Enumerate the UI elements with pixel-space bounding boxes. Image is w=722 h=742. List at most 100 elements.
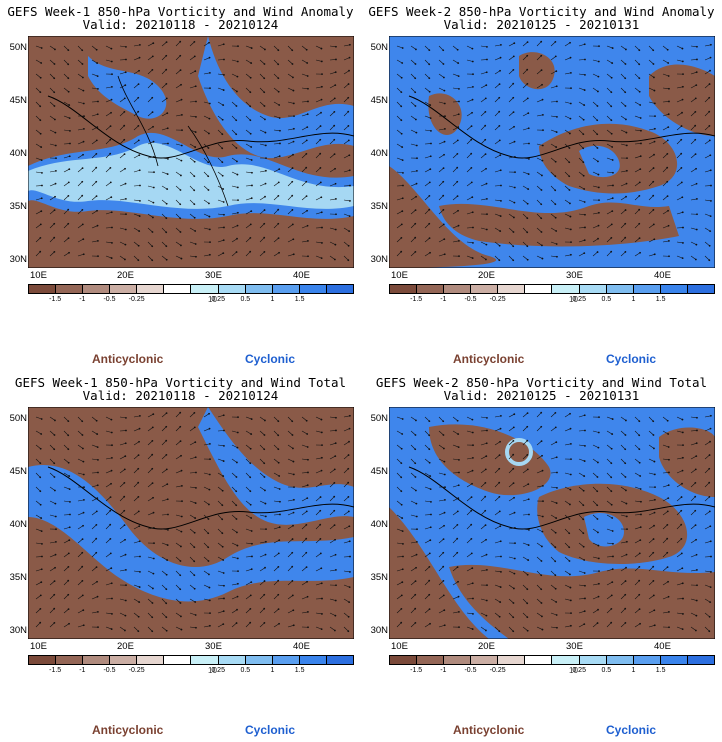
colorbar-label: 1 — [270, 667, 275, 674]
lon-label: 30E — [566, 641, 583, 652]
colorbar-label: 0.25 — [211, 296, 225, 303]
colorbar-swatch — [191, 656, 219, 664]
colorbar-label: 0.25 — [211, 667, 225, 674]
lon-label: 20E — [478, 270, 495, 281]
colorbar-swatch — [444, 656, 472, 664]
colorbar-swatch — [56, 285, 84, 293]
colorbar — [28, 284, 354, 294]
colorbar-swatch — [390, 285, 418, 293]
lon-label: 30E — [205, 641, 222, 652]
vorticity-map — [389, 407, 715, 639]
colorbar-swatch — [687, 656, 714, 664]
colorbar-labels: -1.5 -1 -0.5 -0.25 0.25 0.5 1 1.5 — [389, 296, 715, 306]
colorbar-swatch — [326, 285, 353, 293]
colorbar-label: 1.5 — [294, 667, 305, 674]
colorbar-swatch — [29, 285, 57, 293]
colorbar-label: 1.5 — [294, 296, 305, 303]
wind-arrows — [35, 40, 351, 262]
panel-title: GEFS Week-1 850-hPa Vorticity and Wind A… — [7, 4, 354, 19]
colorbar-label: -0.5 — [464, 667, 477, 674]
lon-label: 20E — [117, 270, 134, 281]
wind-arrows — [396, 40, 712, 262]
colorbar-swatch — [218, 656, 246, 664]
colorbar-label: 0.25 — [572, 667, 586, 674]
colorbar-label: -0.25 — [128, 296, 145, 303]
colorbar-swatch — [417, 285, 445, 293]
lon-label: 40E — [293, 641, 310, 652]
colorbar-swatch — [579, 285, 607, 293]
colorbar-label: -1 — [79, 296, 86, 303]
colorbar-swatch — [525, 285, 553, 293]
lat-label: 30N — [370, 254, 388, 265]
colorbar-label: -0.5 — [464, 296, 477, 303]
colorbar-swatch — [525, 656, 553, 664]
colorbar-label: 0.25 — [572, 296, 586, 303]
colorbar-label: -0.5 — [103, 667, 116, 674]
lon-label: 10E — [30, 641, 47, 652]
lat-label: 50N — [370, 413, 388, 424]
colorbar-label: 1.5 — [655, 296, 666, 303]
panel-week1-anomaly: GEFS Week-1 850-hPa Vorticity and Wind A… — [0, 0, 361, 371]
colorbar-label: 0.5 — [240, 667, 251, 674]
colorbar-swatch — [326, 656, 353, 664]
colorbar-label: 1 — [631, 667, 636, 674]
lat-label: 40N — [9, 148, 27, 159]
colorbar-label: -0.25 — [128, 667, 145, 674]
colorbar-swatch — [606, 656, 634, 664]
colorbar-swatch — [633, 656, 661, 664]
lon-label: 30E — [205, 270, 222, 281]
colorbar-unit: 10 — [569, 295, 578, 304]
cyclonic-label: Cyclonic — [606, 352, 657, 366]
lon-label: 10E — [391, 270, 408, 281]
lat-label: 45N — [370, 466, 388, 477]
colorbar — [28, 655, 354, 665]
colorbar-swatch — [498, 656, 526, 664]
colorbar-label: -1.5 — [410, 296, 423, 303]
colorbar-label: 1.5 — [655, 667, 666, 674]
colorbar-swatch — [660, 656, 688, 664]
cyclonic-label: Cyclonic — [245, 723, 296, 737]
colorbar-swatch — [390, 656, 418, 664]
panel-title: GEFS Week-2 850-hPa Vorticity and Wind A… — [368, 4, 715, 19]
colorbar-swatch — [56, 656, 84, 664]
colorbar-swatch — [110, 285, 138, 293]
colorbar-labels: -1.5 -1 -0.5 -0.25 0.25 0.5 1 1.5 — [389, 667, 715, 677]
lat-label: 45N — [370, 95, 388, 106]
lat-label: 35N — [9, 201, 27, 212]
lat-label: 35N — [370, 201, 388, 212]
colorbar-swatch — [191, 285, 219, 293]
colorbar-label: -0.25 — [489, 296, 506, 303]
lat-label: 40N — [370, 519, 388, 530]
colorbar-swatch — [444, 285, 472, 293]
panel-week1-total: GEFS Week-1 850-hPa Vorticity and Wind T… — [0, 371, 361, 742]
vorticity-map — [28, 36, 354, 268]
panel-week2-anomaly: GEFS Week-2 850-hPa Vorticity and Wind A… — [361, 0, 722, 371]
colorbar-label: -1.5 — [410, 667, 423, 674]
panel-title: GEFS Week-2 850-hPa Vorticity and Wind T… — [375, 375, 708, 390]
colorbar-label: -0.25 — [489, 667, 506, 674]
anticyclonic-label: Anticyclonic — [453, 352, 525, 366]
lat-label: 50N — [370, 42, 388, 53]
wind-arrows — [35, 411, 351, 633]
colorbar-labels: -1.5 -1 -0.5 -0.25 0.25 0.5 1 1.5 — [28, 296, 354, 306]
lat-label: 35N — [370, 572, 388, 583]
colorbar-swatch — [552, 656, 580, 664]
panel-valid-date: Valid: 20210125 - 20210131 — [443, 17, 640, 32]
lon-label: 40E — [654, 641, 671, 652]
colorbar-swatch — [245, 285, 273, 293]
lat-label: 50N — [9, 42, 27, 53]
lat-label: 35N — [9, 572, 27, 583]
colorbar-swatch — [552, 285, 580, 293]
colorbar-label: -1.5 — [49, 296, 62, 303]
colorbar-label: 0.5 — [240, 296, 251, 303]
colorbar-swatch — [137, 656, 165, 664]
colorbar-swatch — [137, 285, 165, 293]
lat-label: 50N — [9, 413, 27, 424]
colorbar-unit: 10 — [208, 666, 217, 675]
lat-label: 30N — [9, 254, 27, 265]
wind-arrows — [396, 411, 712, 633]
colorbar-swatch — [29, 656, 57, 664]
colorbar-swatch — [272, 656, 300, 664]
colorbar-swatch — [245, 656, 273, 664]
lat-label: 45N — [9, 95, 27, 106]
